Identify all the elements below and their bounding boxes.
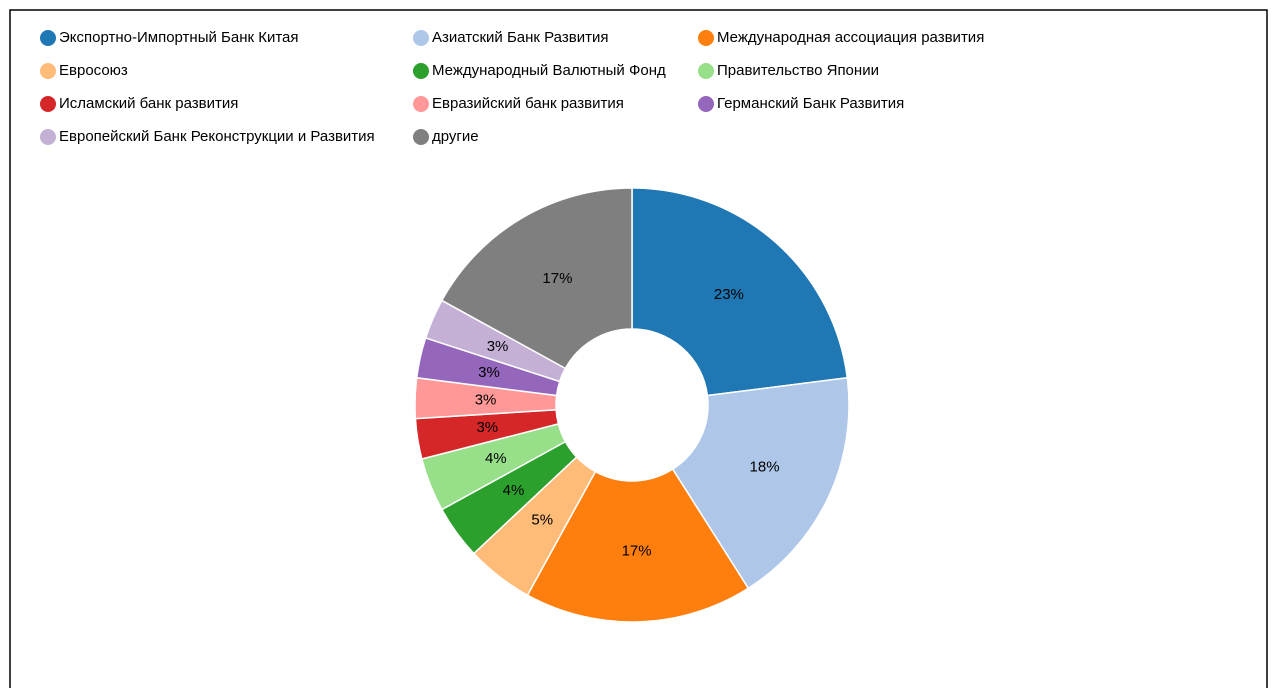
legend-label: другие [432,128,479,145]
slice-label: 18% [750,458,780,475]
legend-label: Экспортно-Импортный Банк Китая [59,29,299,46]
slice-label: 3% [475,391,497,408]
legend-label: Германский Банк Развития [717,95,904,112]
slice-label: 17% [622,542,652,559]
slice-label: 23% [714,286,744,303]
legend-swatch [40,129,56,145]
legend-label: Международный Валютный Фонд [432,62,666,79]
legend-swatch [40,63,56,79]
legend-label: Правительство Японии [717,62,879,79]
slice-label: 3% [478,364,500,381]
frame [9,9,1268,688]
legend-swatch [413,129,429,145]
legend-label: Евросоюз [59,62,128,79]
legend-swatch [698,63,714,79]
legend-swatch [413,96,429,112]
slice-label: 4% [485,450,507,467]
legend-label: Евразийский банк развития [432,95,624,112]
legend-label: Исламский банк развития [59,95,238,112]
legend-label: Международная ассоциация развития [717,29,984,46]
legend-swatch [413,30,429,46]
slice-label: 3% [487,338,509,355]
slice-label: 17% [542,270,572,287]
donut-slice [631,187,849,397]
legend-label: Европейский Банк Реконструкции и Развити… [59,128,375,145]
legend-swatch [698,96,714,112]
legend-swatch [40,96,56,112]
legend-swatch [40,30,56,46]
donut-slice [671,376,850,590]
slice-label: 5% [531,512,553,529]
legend-swatch [413,63,429,79]
legend-swatch [698,30,714,46]
slice-label: 4% [503,482,525,499]
legend-label: Азиатский Банк Развития [432,29,608,46]
donut-slice [526,468,750,623]
donut-slice [440,187,633,370]
slice-label: 3% [476,419,498,436]
